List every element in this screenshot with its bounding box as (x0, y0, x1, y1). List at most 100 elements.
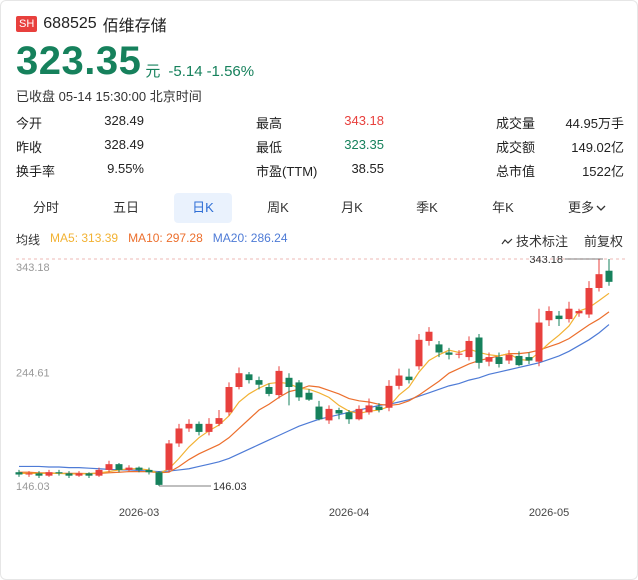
candle (75, 471, 83, 477)
candle (175, 423, 183, 447)
candle (95, 467, 103, 477)
candle-body (35, 473, 43, 476)
candle (165, 439, 173, 473)
candle (285, 373, 293, 406)
candle-body (355, 408, 363, 420)
candle-body (215, 418, 223, 424)
candle (425, 327, 433, 346)
candle (15, 469, 23, 477)
candle-body (405, 376, 413, 381)
candle-body (45, 472, 53, 476)
candle-body (125, 467, 133, 470)
ma10-value: MA10: 297.28 (128, 231, 203, 245)
candle (145, 467, 153, 475)
candle (605, 259, 613, 286)
x-tick-label: 2026-03 (119, 507, 159, 519)
candle (395, 368, 403, 390)
high-marker-label: 343.18 (529, 256, 563, 266)
candle (365, 398, 373, 415)
candle (325, 405, 333, 424)
candle-body (85, 473, 93, 476)
candle-body (495, 357, 503, 364)
candle-body (275, 370, 283, 396)
annotate-toggle[interactable]: 技术标注 (501, 231, 568, 250)
candle (575, 308, 583, 317)
tab-weekly-k[interactable]: 周K (267, 200, 289, 215)
candle-body (535, 322, 543, 362)
candle-body (65, 473, 73, 476)
stat-market-cap: 总市值 1522亿 (496, 164, 624, 179)
candle (45, 469, 53, 477)
candle-body (255, 380, 263, 385)
candle-body (475, 337, 483, 363)
tab-more-label: 更多 (567, 200, 594, 215)
current-price: 323.35 (16, 39, 142, 83)
candle (375, 403, 383, 413)
chevron-icon (501, 238, 513, 245)
tab-daily-k[interactable]: 日K (174, 193, 232, 223)
candle-body (595, 274, 603, 288)
ma5-value: MA5: 313.39 (50, 231, 119, 245)
x-tick-label: 2026-04 (329, 507, 369, 519)
tab-monthly-k[interactable]: 月K (341, 200, 363, 215)
candle (155, 471, 163, 486)
candle-body (115, 464, 123, 470)
candle-body (575, 311, 583, 314)
candle (275, 366, 283, 399)
candle (315, 400, 323, 421)
candle (135, 466, 143, 473)
ma-legend: 均线 MA5: 313.39 MA10: 297.28 MA20: 286.24 (16, 231, 288, 248)
candle-body (425, 331, 433, 341)
candle (225, 382, 233, 416)
candle-body (185, 423, 193, 429)
candle (115, 463, 123, 473)
candle-body (15, 472, 23, 475)
candle (295, 380, 303, 401)
ma20-value: MA20: 286.24 (212, 231, 288, 245)
candle (545, 306, 553, 326)
candle-body (585, 287, 593, 315)
candle-body (455, 353, 463, 355)
annotate-label: 技术标注 (515, 234, 568, 249)
exchange-badge: SH (16, 16, 38, 32)
tab-quarterly-k[interactable]: 季K (416, 200, 438, 215)
candle-body (545, 311, 553, 321)
candle (35, 471, 43, 478)
candle-body (145, 469, 153, 473)
candle (305, 389, 313, 401)
candle (25, 471, 33, 477)
candle-body (305, 392, 313, 400)
stat-volume: 成交量 44.95万手 (496, 116, 624, 131)
stat-high: 最高 343.18 (256, 113, 384, 131)
candle-body (265, 387, 273, 394)
candle-body (395, 375, 403, 386)
candle (385, 380, 393, 412)
candle (595, 259, 603, 292)
candle (475, 334, 483, 369)
candle-body (515, 355, 523, 366)
tab-more[interactable]: 更多 (554, 193, 620, 223)
candle (345, 410, 353, 424)
candle-body (205, 423, 213, 432)
candle-body (555, 315, 563, 320)
candle-body (345, 412, 353, 420)
candle (445, 347, 453, 360)
candle (265, 383, 273, 397)
tab-five-day[interactable]: 五日 (112, 200, 139, 215)
candle (205, 418, 213, 436)
stock-name: 佰维存储 (102, 18, 167, 35)
tab-yearly-k[interactable]: 年K (492, 200, 514, 215)
candle (85, 472, 93, 478)
candle (125, 465, 133, 472)
candle (465, 336, 473, 361)
candle (485, 352, 493, 367)
price-change-pct: -1.56% (206, 63, 255, 80)
adjust-mode-button[interactable]: 前复权 (583, 234, 623, 249)
stat-low: 最低 323.35 (256, 137, 384, 155)
candle (55, 469, 63, 476)
tab-intraday[interactable]: 分时 (32, 200, 59, 215)
y-tick-label: 146.03 (16, 481, 50, 493)
price-unit: 元 (145, 63, 161, 80)
